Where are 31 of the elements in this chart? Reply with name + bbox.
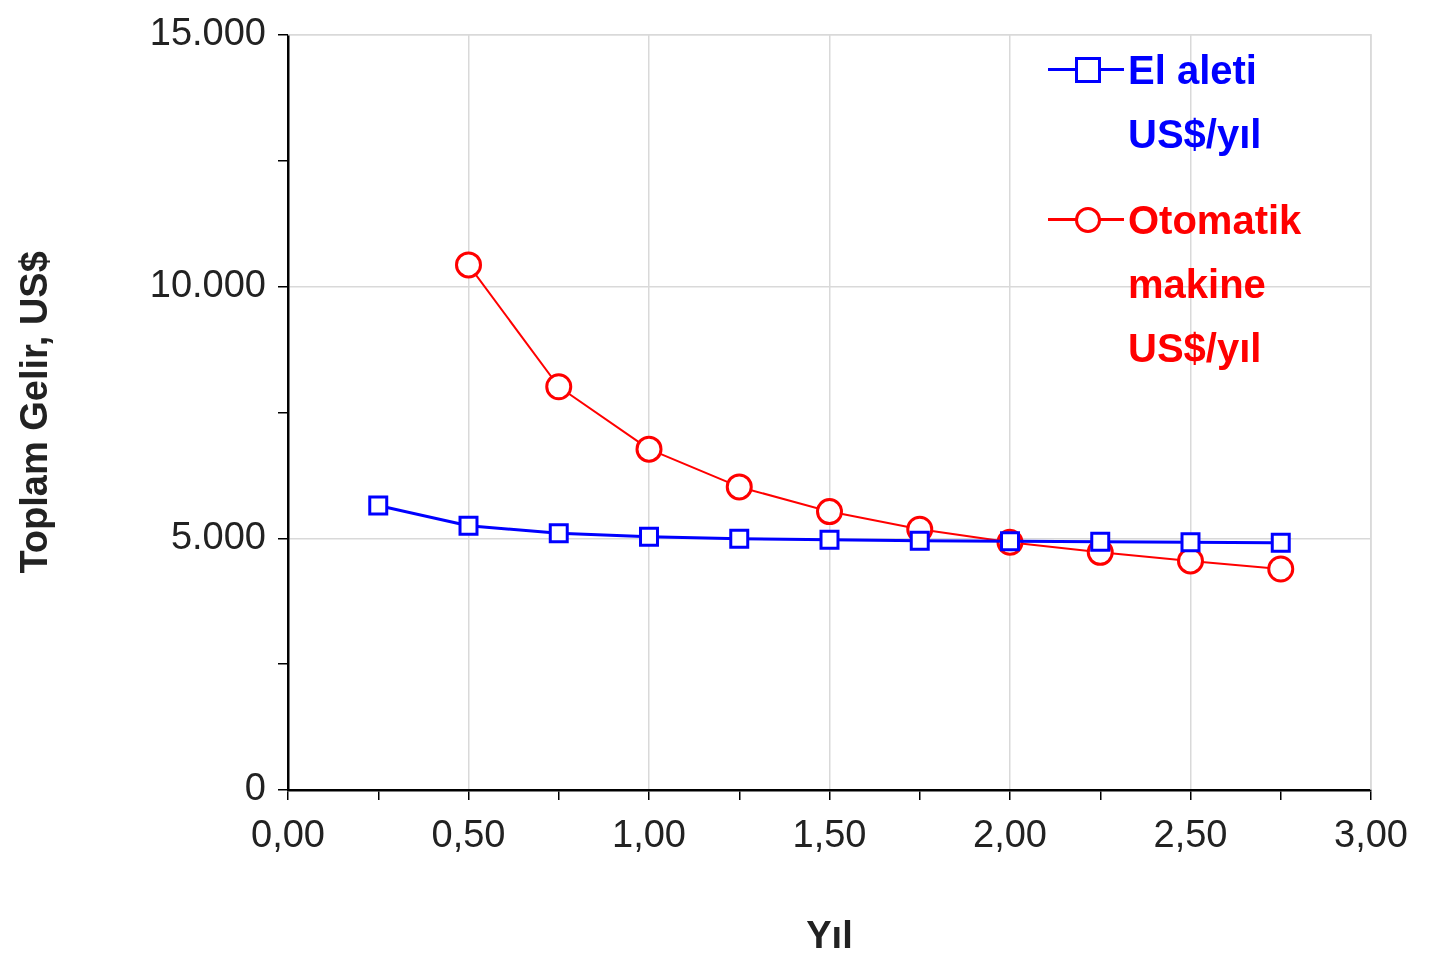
point — [455, 251, 482, 279]
point — [816, 498, 843, 526]
y-tick-label: 10.000 — [149, 263, 266, 306]
x-tick-label: 2,00 — [973, 813, 1047, 856]
y-tick-label: 15.000 — [149, 11, 266, 54]
x-axis-title: Yıl — [806, 913, 853, 956]
point — [635, 435, 663, 463]
y-tick-label: 5.000 — [170, 514, 266, 557]
point — [545, 373, 573, 401]
y-axis-title: Toplam Gelir, US$ — [13, 251, 56, 574]
point — [1090, 531, 1111, 552]
point — [909, 530, 930, 551]
point — [368, 495, 389, 516]
x-tick-label: 1,50 — [792, 813, 867, 856]
point — [725, 473, 753, 501]
legend-label: El aleti US$/yıl — [1128, 47, 1263, 158]
point — [548, 523, 569, 544]
x-tick-label: 1,00 — [612, 813, 686, 856]
point — [1270, 532, 1291, 553]
x-tick-label: 3,00 — [1334, 813, 1408, 856]
point — [458, 515, 479, 536]
point — [1267, 555, 1295, 583]
point — [819, 529, 840, 550]
x-tick-label: 0,00 — [251, 813, 325, 856]
point — [729, 528, 750, 549]
x-tick-label: 2,50 — [1153, 813, 1228, 856]
y-tick-label: 0 — [244, 766, 266, 809]
legend-label: Otomatik makine US$/yıl — [1128, 197, 1303, 372]
x-tick-label: 0,50 — [431, 813, 506, 856]
point — [1180, 532, 1201, 553]
point — [639, 526, 659, 547]
